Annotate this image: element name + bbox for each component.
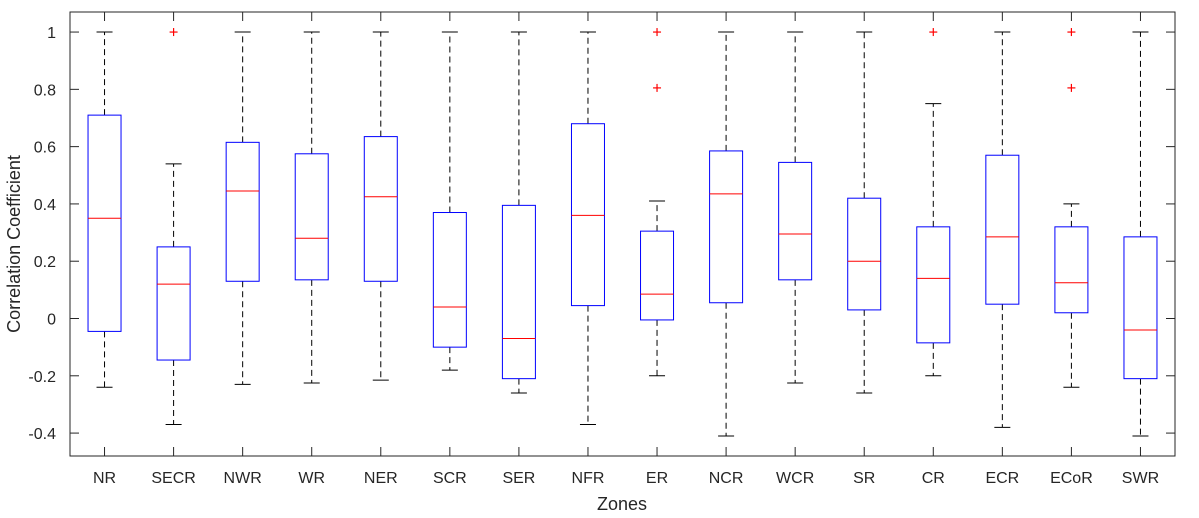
x-axis-title: Zones bbox=[597, 494, 647, 514]
box-group bbox=[916, 28, 951, 377]
box-group bbox=[985, 31, 1020, 428]
box-group bbox=[778, 31, 813, 384]
outlier-marker bbox=[1067, 28, 1076, 37]
y-tick-label: 0 bbox=[47, 312, 56, 329]
y-tick-label: 0.8 bbox=[34, 82, 56, 99]
x-tick-label: NWR bbox=[224, 470, 262, 487]
outlier-marker bbox=[653, 83, 662, 92]
y-tick-label: 1 bbox=[47, 25, 56, 42]
x-tick-label: SWR bbox=[1122, 470, 1159, 487]
axes-frame bbox=[69, 11, 1176, 457]
box-group bbox=[1123, 31, 1158, 437]
outlier-marker bbox=[169, 28, 178, 37]
x-tick-label: ECoR bbox=[1050, 470, 1093, 487]
y-axis-title: Correlation Coefficient bbox=[4, 155, 24, 333]
iqr-box bbox=[156, 246, 191, 361]
x-tick-label: NCR bbox=[709, 470, 744, 487]
box-group bbox=[156, 28, 191, 425]
iqr-box bbox=[640, 230, 675, 321]
outlier-marker bbox=[1067, 83, 1076, 92]
box-group bbox=[1054, 28, 1089, 388]
iqr-box bbox=[778, 161, 813, 281]
iqr-box bbox=[294, 153, 329, 281]
y-tick-label: 0.2 bbox=[34, 254, 56, 271]
x-tick-label: SCR bbox=[433, 470, 467, 487]
iqr-box bbox=[87, 114, 122, 332]
iqr-box bbox=[1123, 236, 1158, 380]
box-group bbox=[847, 31, 882, 394]
iqr-box bbox=[225, 141, 260, 282]
box-group bbox=[225, 31, 260, 385]
x-tick-label: WR bbox=[298, 470, 325, 487]
outlier-marker bbox=[653, 28, 662, 37]
y-tick-label: 0.4 bbox=[34, 197, 56, 214]
x-tick-label: SER bbox=[502, 470, 535, 487]
plot-area bbox=[87, 28, 1158, 437]
iqr-box bbox=[985, 154, 1020, 305]
x-tick-label: NER bbox=[364, 470, 398, 487]
x-tick-label: SECR bbox=[151, 470, 195, 487]
iqr-box bbox=[847, 197, 882, 311]
box-group bbox=[432, 31, 467, 371]
outlier-marker bbox=[929, 28, 938, 37]
x-tick-label: WCR bbox=[776, 470, 814, 487]
box-group bbox=[709, 31, 744, 437]
y-tick-label: -0.2 bbox=[28, 369, 56, 386]
box-group bbox=[640, 28, 675, 377]
iqr-box bbox=[432, 212, 467, 348]
x-tick-label: NFR bbox=[572, 470, 605, 487]
x-tick-label: NR bbox=[93, 470, 116, 487]
iqr-box bbox=[363, 136, 398, 282]
box-group bbox=[570, 31, 605, 425]
iqr-box bbox=[570, 123, 605, 307]
x-tick-label: CR bbox=[922, 470, 945, 487]
y-tick-label: 0.6 bbox=[34, 140, 56, 157]
axes: -0.4 -0.2 0 0.2 0.4 0.6 0.8 1 NR SECR NWR WR NER SCR S… bbox=[28, 11, 1176, 487]
iqr-box bbox=[1054, 226, 1089, 314]
x-tick-label: ER bbox=[646, 470, 668, 487]
box-group bbox=[294, 31, 329, 384]
box-group bbox=[87, 31, 122, 388]
x-tick-label: ECR bbox=[985, 470, 1019, 487]
y-tick-label: -0.4 bbox=[28, 426, 56, 443]
box-group bbox=[501, 31, 536, 394]
iqr-box bbox=[916, 226, 951, 344]
iqr-box bbox=[501, 204, 536, 380]
iqr-box bbox=[709, 150, 744, 304]
x-tick-label: SR bbox=[853, 470, 875, 487]
box-group bbox=[363, 31, 398, 381]
